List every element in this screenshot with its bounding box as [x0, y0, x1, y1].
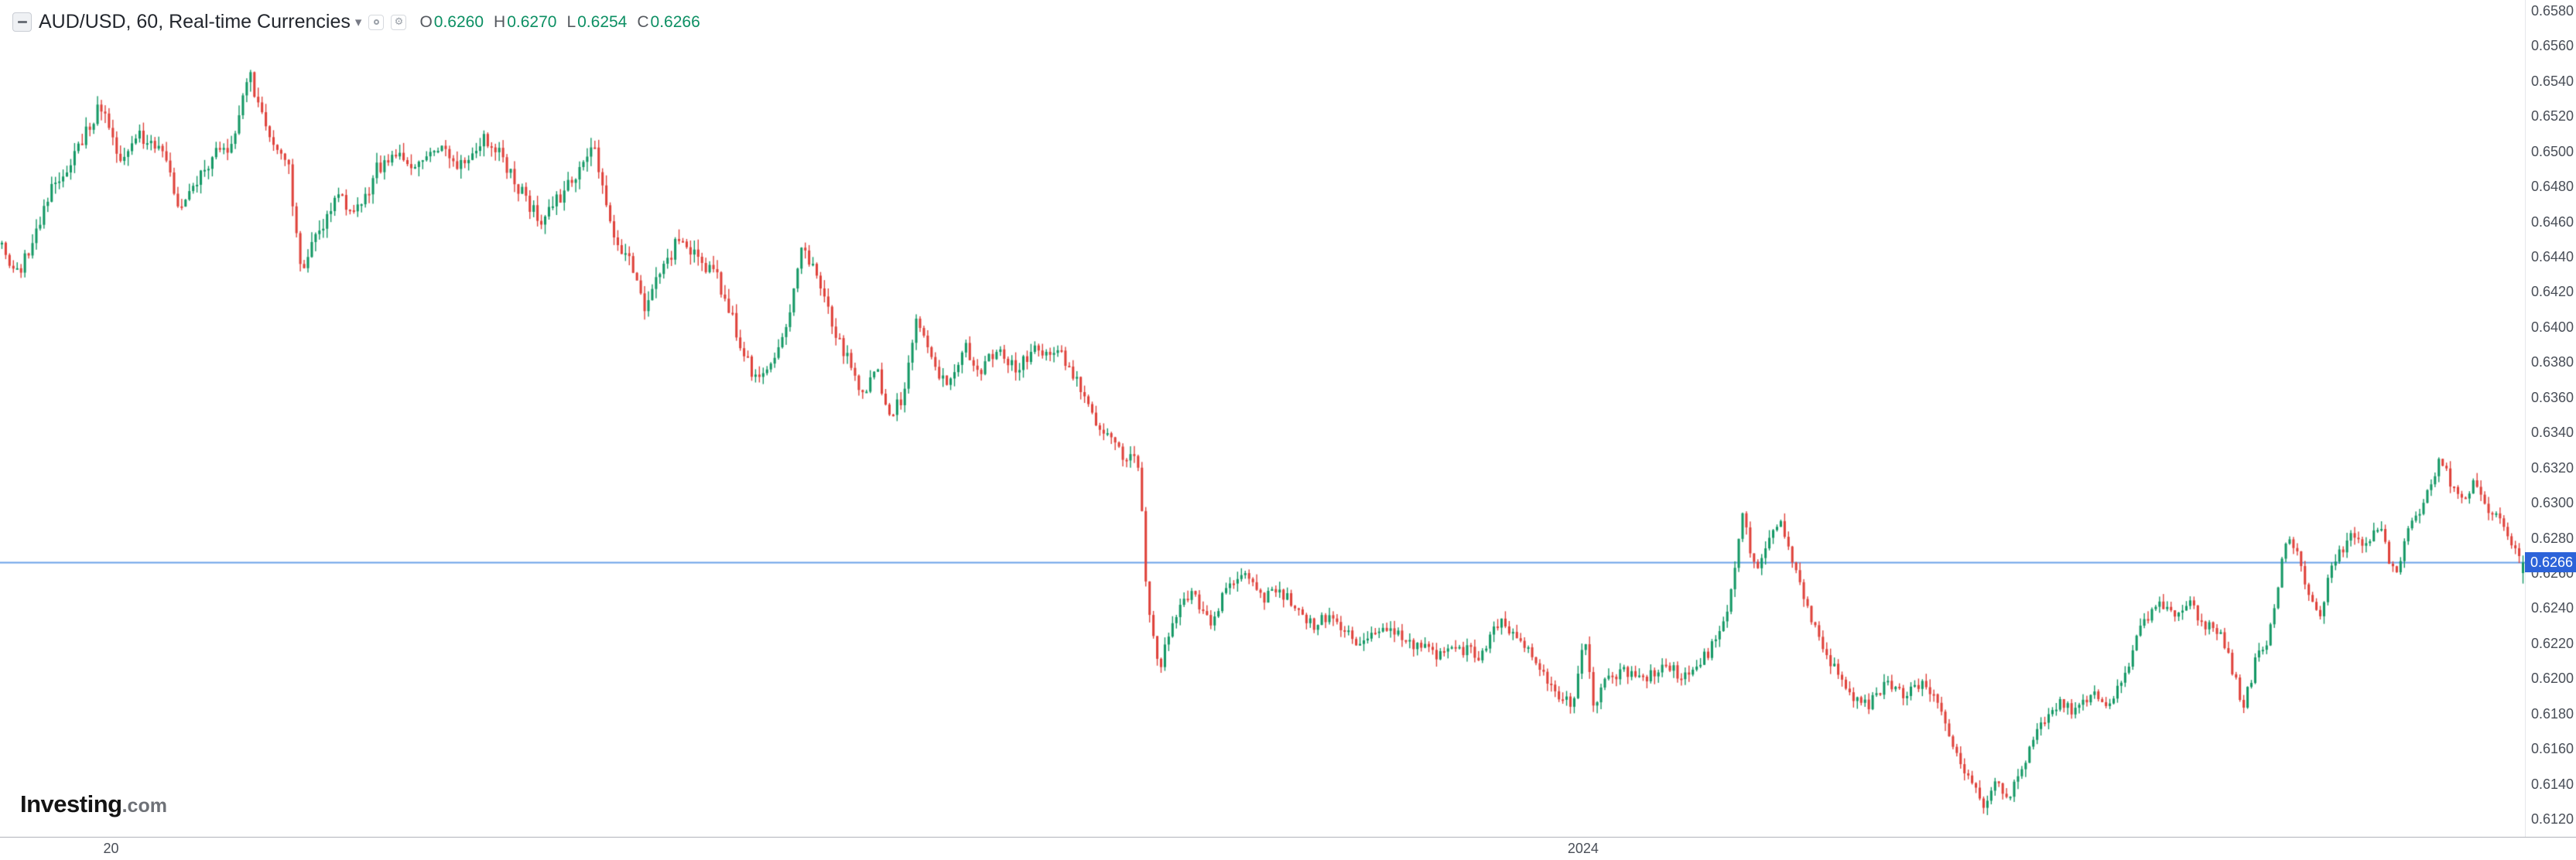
price-axis-label: 0.6320	[2531, 459, 2574, 476]
minus-icon	[17, 21, 27, 23]
ohlc-close: C 0.6266	[637, 12, 700, 31]
price-axis-label: 0.6540	[2531, 73, 2574, 89]
ohlc-low: L 0.6254	[566, 12, 628, 31]
price-axis-label: 0.6280	[2531, 530, 2574, 546]
price-axis-label: 0.6520	[2531, 108, 2574, 125]
price-axis-label: 0.6420	[2531, 284, 2574, 300]
investing-logo[interactable]: Investing .com	[20, 790, 167, 818]
price-axis-label: 0.6140	[2531, 776, 2574, 792]
time-axis[interactable]: 20 2024	[0, 837, 2576, 860]
price-axis-label: 0.6460	[2531, 213, 2574, 230]
time-axis-label: 2024	[1567, 841, 1599, 856]
eye-icon	[373, 19, 379, 25]
price-axis-label: 0.6580	[2531, 3, 2574, 19]
price-axis-label: 0.6340	[2531, 425, 2574, 441]
chevron-down-icon[interactable]: ▾	[354, 14, 362, 29]
price-axis-label: 0.6440	[2531, 249, 2574, 265]
visibility-toggle-icon[interactable]	[368, 14, 385, 30]
logo-brand: Investing	[20, 790, 122, 817]
symbol-title[interactable]: AUD/USD, 60, Real-time Currencies	[39, 11, 351, 32]
price-axis-label: 0.6200	[2531, 671, 2574, 687]
legend-collapse-icon[interactable]	[12, 12, 32, 32]
price-axis-label: 0.6480	[2531, 179, 2574, 195]
gear-icon: ⚙	[394, 16, 404, 28]
price-axis-label: 0.6220	[2531, 635, 2574, 651]
price-axis-label: 0.6120	[2531, 811, 2574, 827]
time-axis-labels: 20 2024	[0, 838, 2576, 860]
current-price-label: 0.6266	[2525, 552, 2576, 573]
ohlc-high: H 0.6270	[494, 12, 557, 31]
price-axis-label: 0.6360	[2531, 389, 2574, 405]
price-axis-label: 0.6180	[2531, 705, 2574, 722]
settings-icon[interactable]: ⚙	[391, 14, 407, 30]
price-axis-label: 0.6500	[2531, 143, 2574, 159]
price-axis-label: 0.6300	[2531, 495, 2574, 511]
price-axis-label: 0.6560	[2531, 38, 2574, 54]
ohlc-readout: O 0.6260 H 0.6270 L 0.6254 C 0.6266	[419, 13, 700, 32]
price-axis-label: 0.6400	[2531, 319, 2574, 335]
price-axis-label: 0.6160	[2531, 741, 2574, 757]
price-axis[interactable]: 0.6580 0.6560 0.6540 0.6520 0.6500 0.6480 0.64…	[2525, 0, 2576, 837]
price-axis-label: 0.6380	[2531, 354, 2574, 370]
current-price-value: 0.6266	[2530, 554, 2574, 570]
logo-suffix: .com	[121, 795, 167, 817]
ohlc-open: O 0.6260	[419, 12, 484, 31]
price-axis-label: 0.6240	[2531, 600, 2574, 616]
time-axis-label: 20	[103, 841, 119, 856]
